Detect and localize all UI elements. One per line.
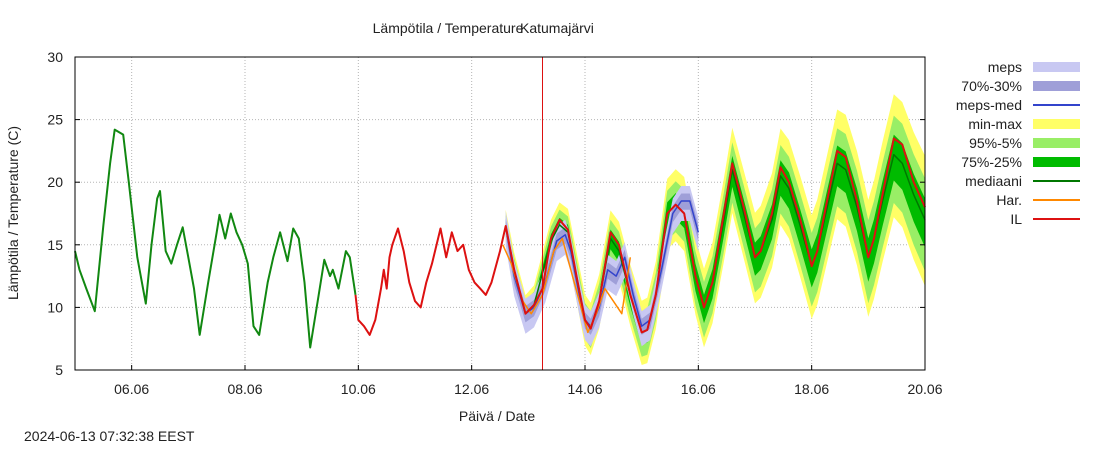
legend-label: mediaani (965, 173, 1022, 189)
timestamp: 2024-06-13 07:32:38 EEST (24, 428, 195, 444)
legend-swatch (1033, 157, 1080, 167)
chart-title: Lämpötila / Temperature (373, 20, 524, 36)
x-tick-label: 18.06 (794, 381, 829, 397)
series-line-har- (502, 237, 632, 334)
x-tick-label: 20.06 (907, 381, 942, 397)
series-line-observed (74, 128, 357, 349)
y-tick-label: 20 (47, 174, 63, 190)
legend-label: meps (988, 59, 1022, 75)
legend-swatch (1033, 119, 1080, 129)
legend-label: min-max (968, 116, 1022, 132)
legend-swatch (1033, 81, 1080, 91)
legend: meps 70%-30% meps-med min-max 95%-5% 75%-25% m… (956, 59, 1080, 227)
legend-swatch (1033, 62, 1080, 72)
legend-label: 95%-5% (969, 135, 1022, 151)
x-tick-label: 08.06 (227, 381, 262, 397)
x-tick-label: 12.06 (454, 381, 489, 397)
x-tick-label: 14.06 (567, 381, 602, 397)
x-tick-label: 06.06 (114, 381, 149, 397)
y-tick-label: 5 (55, 362, 63, 378)
legend-label: 75%-25% (961, 154, 1022, 170)
legend-label: IL (1010, 211, 1022, 227)
x-tick-label: 10.06 (341, 381, 376, 397)
band-meps (505, 186, 699, 347)
y-axis-label: Lämpötila / Temperature (C) (5, 126, 21, 300)
legend-swatch (1033, 138, 1080, 148)
legend-label: 70%-30% (961, 78, 1022, 94)
band-min-max (505, 94, 925, 366)
x-axis-ticks: 06.06 08.06 10.06 12.06 14.06 16.06 18.06 20.06 (114, 365, 943, 397)
plot-frame (74, 56, 926, 371)
x-axis-label: Päivä / Date (459, 408, 535, 424)
y-tick-label: 30 (47, 49, 63, 65)
y-axis-ticks: 5 10 15 20 25 30 (47, 49, 925, 378)
x-tick-label: 16.06 (681, 381, 716, 397)
y-tick-label: 10 (47, 299, 63, 315)
series-line-il (354, 137, 926, 336)
legend-label: meps-med (956, 97, 1022, 113)
y-tick-label: 25 (47, 112, 63, 128)
y-tick-label: 15 (47, 237, 63, 253)
legend-label: Har. (996, 192, 1022, 208)
series-lines (74, 128, 926, 349)
chart-station: Katumajärvi (520, 20, 594, 36)
